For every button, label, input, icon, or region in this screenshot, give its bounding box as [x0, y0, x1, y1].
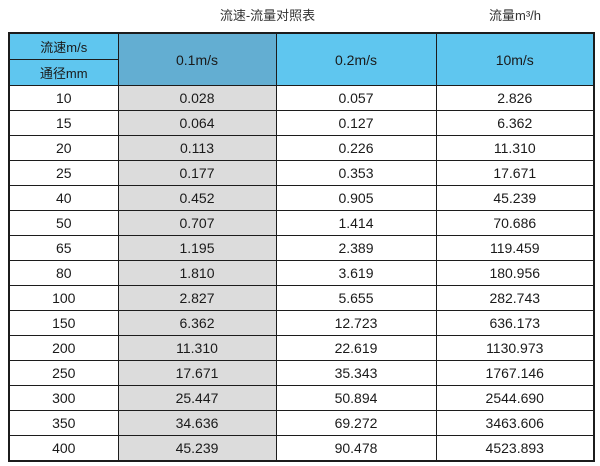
table-row: 100 2.827 5.655 282.743 — [8, 285, 595, 311]
flow-value-cell-0-1ms: 0.028 — [117, 85, 277, 111]
flow-value-cell-10ms: 180.956 — [435, 260, 595, 286]
flow-value-cell-0-1ms: 0.064 — [117, 110, 277, 136]
diameter-cell: 150 — [8, 310, 119, 336]
flow-value-cell-0-2ms: 2.389 — [275, 235, 437, 261]
flow-value-cell-10ms: 282.743 — [435, 285, 595, 311]
diameter-cell: 200 — [8, 335, 119, 361]
flow-value-cell-0-1ms: 45.239 — [117, 435, 277, 462]
flow-value-cell-0-2ms: 0.057 — [275, 85, 437, 111]
column-header-0-2ms: 0.2m/s — [275, 32, 437, 86]
flow-value-cell-0-1ms: 17.671 — [117, 360, 277, 386]
flow-value-cell-0-1ms: 0.177 — [117, 160, 277, 186]
table-row: 200 11.310 22.619 1130.973 — [8, 335, 595, 361]
flow-value-cell-10ms: 1130.973 — [435, 335, 595, 361]
flow-value-cell-0-1ms: 34.636 — [117, 410, 277, 436]
flow-value-cell-0-1ms: 1.810 — [117, 260, 277, 286]
flow-conversion-table: 流速m/s 0.1m/s 0.2m/s 10m/s 通径mm 10 0.028 0.… — [8, 32, 595, 462]
table-row: 20 0.113 0.226 11.310 — [8, 135, 595, 161]
table-row: 250 17.671 35.343 1767.146 — [8, 360, 595, 386]
flow-value-cell-0-1ms: 0.707 — [117, 210, 277, 236]
column-header-10ms: 10m/s — [435, 32, 595, 86]
flow-value-cell-0-2ms: 1.414 — [275, 210, 437, 236]
diameter-cell: 65 — [8, 235, 119, 261]
flow-value-cell-0-1ms: 0.452 — [117, 185, 277, 211]
flow-value-cell-0-1ms: 1.195 — [117, 235, 277, 261]
flow-value-cell-0-1ms: 25.447 — [117, 385, 277, 411]
flow-value-cell-10ms: 1767.146 — [435, 360, 595, 386]
flow-value-cell-10ms: 4523.893 — [435, 435, 595, 462]
table-row: 50 0.707 1.414 70.686 — [8, 210, 595, 236]
table-row: 65 1.195 2.389 119.459 — [8, 235, 595, 261]
diameter-cell: 300 — [8, 385, 119, 411]
diameter-cell: 250 — [8, 360, 119, 386]
table-header: 流速m/s 0.1m/s 0.2m/s 10m/s 通径mm — [8, 32, 595, 86]
corner-diameter-label: 通径mm — [8, 59, 119, 86]
flow-value-cell-10ms: 17.671 — [435, 160, 595, 186]
flow-value-cell-0-2ms: 90.478 — [275, 435, 437, 462]
flow-value-cell-0-2ms: 50.894 — [275, 385, 437, 411]
flow-value-cell-0-1ms: 11.310 — [117, 335, 277, 361]
diameter-cell: 100 — [8, 285, 119, 311]
diameter-cell: 40 — [8, 185, 119, 211]
diameter-cell: 25 — [8, 160, 119, 186]
flow-value-cell-0-2ms: 22.619 — [275, 335, 437, 361]
flow-value-cell-0-2ms: 0.353 — [275, 160, 437, 186]
table-title: 流速-流量对照表 — [219, 8, 316, 23]
table-row: 80 1.810 3.619 180.956 — [8, 260, 595, 286]
table-row: 400 45.239 90.478 4523.893 — [8, 435, 595, 462]
header-row-top: 流速m/s 0.1m/s 0.2m/s 10m/s — [8, 32, 595, 86]
diameter-cell: 10 — [8, 85, 119, 111]
table-row: 350 34.636 69.272 3463.606 — [8, 410, 595, 436]
table-row: 300 25.447 50.894 2544.690 — [8, 385, 595, 411]
header-row-bottom: 通径mm — [8, 59, 594, 86]
flow-value-cell-10ms: 11.310 — [435, 135, 595, 161]
flow-value-cell-10ms: 70.686 — [435, 210, 595, 236]
flow-value-cell-10ms: 2.826 — [435, 85, 595, 111]
flow-value-cell-10ms: 3463.606 — [435, 410, 595, 436]
diameter-cell: 350 — [8, 410, 119, 436]
flow-value-cell-10ms: 119.459 — [435, 235, 595, 261]
diameter-cell: 20 — [8, 135, 119, 161]
flow-value-cell-0-1ms: 0.113 — [117, 135, 277, 161]
flow-value-cell-0-2ms: 0.226 — [275, 135, 437, 161]
flow-value-cell-0-2ms: 0.127 — [275, 110, 437, 136]
flow-value-cell-10ms: 636.173 — [435, 310, 595, 336]
diameter-cell: 80 — [8, 260, 119, 286]
table-row: 40 0.452 0.905 45.239 — [8, 185, 595, 211]
flow-value-cell-10ms: 6.362 — [435, 110, 595, 136]
table-body: 10 0.028 0.057 2.826 15 0.064 0.127 6.362 20 0.11… — [8, 85, 595, 462]
table-row: 10 0.028 0.057 2.826 — [8, 85, 595, 111]
corner-velocity-label: 流速m/s — [8, 32, 119, 60]
flow-value-cell-0-2ms: 0.905 — [275, 185, 437, 211]
flow-value-cell-0-2ms: 3.619 — [275, 260, 437, 286]
column-header-0-1ms: 0.1m/s — [117, 32, 277, 86]
flow-value-cell-0-2ms: 69.272 — [275, 410, 437, 436]
flow-value-cell-0-1ms: 6.362 — [117, 310, 277, 336]
table-row: 15 0.064 0.127 6.362 — [8, 110, 595, 136]
flow-value-cell-10ms: 2544.690 — [435, 385, 595, 411]
diameter-cell: 50 — [8, 210, 119, 236]
flow-value-cell-0-2ms: 12.723 — [275, 310, 437, 336]
flow-unit-label: 流量m³/h — [488, 8, 541, 23]
table-row: 150 6.362 12.723 636.173 — [8, 310, 595, 336]
flow-value-cell-0-2ms: 35.343 — [275, 360, 437, 386]
table-row: 25 0.177 0.353 17.671 — [8, 160, 595, 186]
diameter-cell: 400 — [8, 435, 119, 462]
flow-value-cell-0-1ms: 2.827 — [117, 285, 277, 311]
flow-value-cell-0-2ms: 5.655 — [275, 285, 437, 311]
flow-value-cell-10ms: 45.239 — [435, 185, 595, 211]
diameter-cell: 15 — [8, 110, 119, 136]
